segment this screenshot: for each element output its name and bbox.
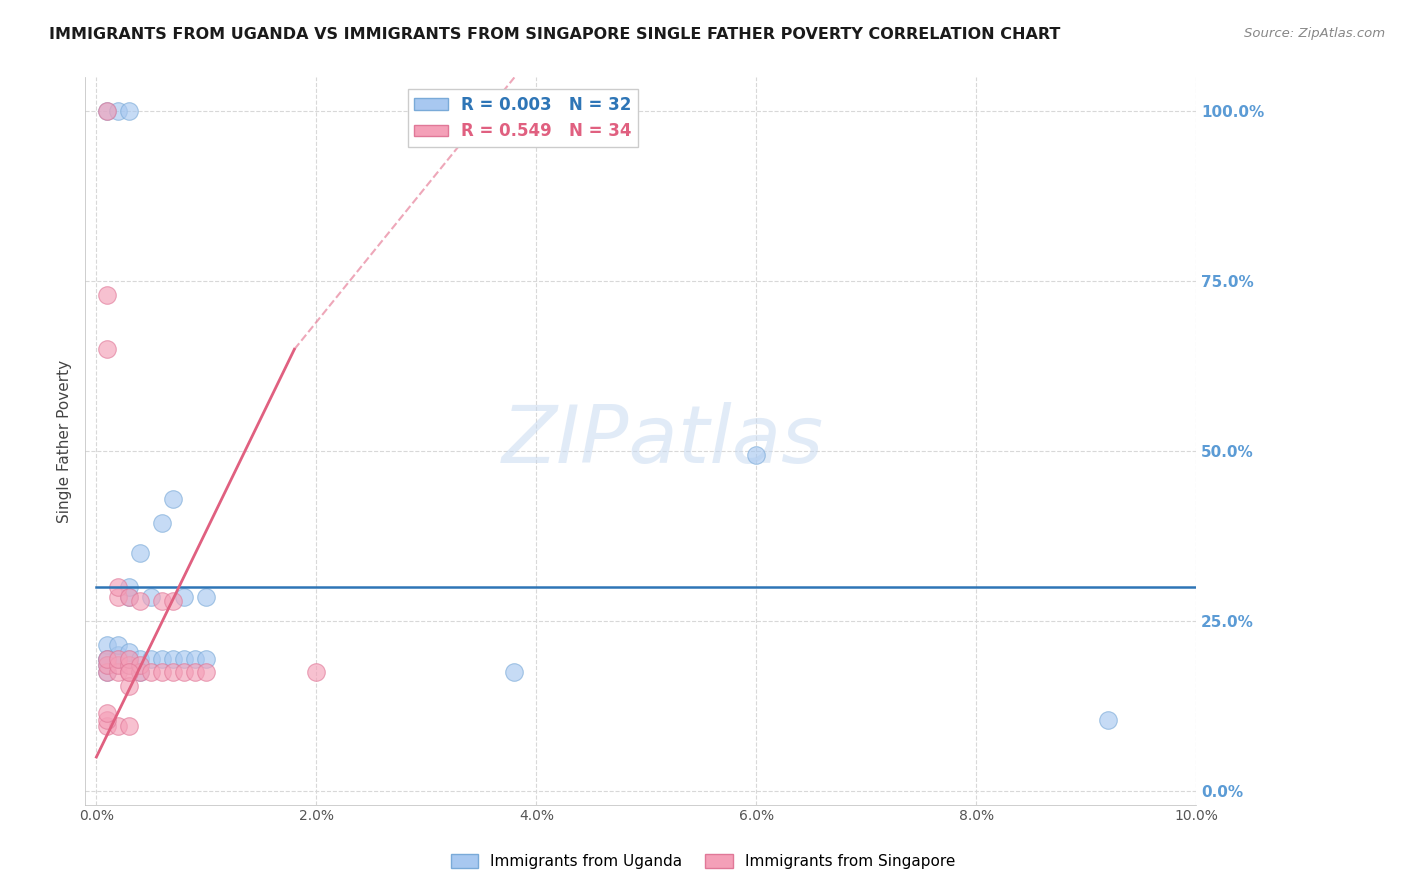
Point xyxy=(96,658,118,673)
Point xyxy=(162,491,184,506)
Point xyxy=(118,651,141,665)
Point xyxy=(118,665,141,679)
Point xyxy=(107,651,129,665)
Text: IMMIGRANTS FROM UGANDA VS IMMIGRANTS FROM SINGAPORE SINGLE FATHER POVERTY CORREL: IMMIGRANTS FROM UGANDA VS IMMIGRANTS FRO… xyxy=(49,27,1060,42)
Point xyxy=(503,665,526,679)
Point xyxy=(195,651,218,665)
Legend: Immigrants from Uganda, Immigrants from Singapore: Immigrants from Uganda, Immigrants from … xyxy=(444,848,962,875)
Point xyxy=(107,104,129,119)
Point xyxy=(745,448,768,462)
Point xyxy=(118,719,141,733)
Point xyxy=(162,651,184,665)
Point xyxy=(118,591,141,605)
Point xyxy=(96,638,118,652)
Point xyxy=(129,665,152,679)
Point xyxy=(96,665,118,679)
Point xyxy=(173,591,195,605)
Point xyxy=(96,658,118,673)
Point xyxy=(96,104,118,119)
Point xyxy=(107,658,129,673)
Point xyxy=(141,651,163,665)
Point xyxy=(96,288,118,302)
Point xyxy=(96,713,118,727)
Point xyxy=(129,546,152,560)
Point xyxy=(173,651,195,665)
Point xyxy=(118,580,141,594)
Point xyxy=(118,645,141,659)
Point xyxy=(96,651,118,665)
Point xyxy=(107,638,129,652)
Point xyxy=(195,591,218,605)
Text: ZIPatlas: ZIPatlas xyxy=(502,402,824,480)
Point xyxy=(96,706,118,720)
Point xyxy=(162,593,184,607)
Point xyxy=(141,665,163,679)
Point xyxy=(118,104,141,119)
Point xyxy=(150,665,173,679)
Point xyxy=(96,665,118,679)
Point xyxy=(129,665,152,679)
Point xyxy=(162,665,184,679)
Point xyxy=(118,658,141,673)
Legend: R = 0.003   N = 32, R = 0.549   N = 34: R = 0.003 N = 32, R = 0.549 N = 34 xyxy=(408,89,638,147)
Point xyxy=(184,665,207,679)
Point xyxy=(129,658,152,673)
Point xyxy=(107,648,129,662)
Point xyxy=(107,719,129,733)
Point xyxy=(129,593,152,607)
Point xyxy=(107,580,129,594)
Point xyxy=(96,719,118,733)
Point xyxy=(141,591,163,605)
Point xyxy=(118,679,141,693)
Y-axis label: Single Father Poverty: Single Father Poverty xyxy=(58,359,72,523)
Point xyxy=(118,591,141,605)
Point xyxy=(150,516,173,530)
Point xyxy=(118,665,141,679)
Point xyxy=(184,651,207,665)
Point xyxy=(107,665,129,679)
Point xyxy=(173,665,195,679)
Point xyxy=(150,651,173,665)
Point xyxy=(96,651,118,665)
Point xyxy=(150,593,173,607)
Point xyxy=(107,591,129,605)
Point xyxy=(305,665,328,679)
Point xyxy=(107,651,129,665)
Point xyxy=(1097,713,1119,727)
Point xyxy=(96,651,118,665)
Point xyxy=(96,104,118,119)
Point xyxy=(96,343,118,357)
Point xyxy=(195,665,218,679)
Point xyxy=(129,651,152,665)
Text: Source: ZipAtlas.com: Source: ZipAtlas.com xyxy=(1244,27,1385,40)
Point xyxy=(118,651,141,665)
